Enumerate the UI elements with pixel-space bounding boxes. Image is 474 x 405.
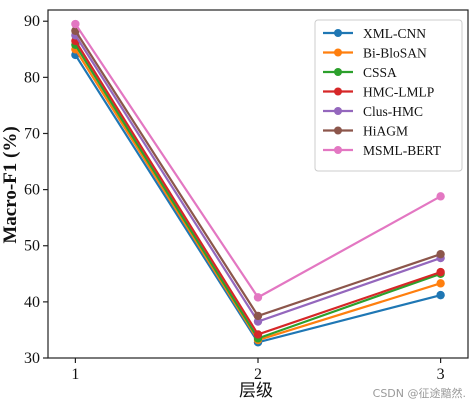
legend-label: MSML-BERT [363, 143, 442, 158]
y-axis-ticks: 30 40 50 60 70 80 90 [24, 13, 48, 367]
legend-marker [334, 68, 342, 76]
data-point-bi-blosan [436, 279, 445, 288]
legend-label: Clus-HMC [363, 104, 423, 119]
x-tick-label: 2 [254, 366, 262, 383]
legend-marker [334, 48, 342, 57]
y-tick-label: 70 [24, 125, 40, 142]
y-tick-label: 80 [24, 69, 40, 86]
watermark-text: CSDN @征途黯然. [372, 387, 466, 400]
legend-marker [334, 107, 342, 115]
data-point-xml-cnn [436, 290, 445, 300]
data-point-msml-bert [71, 19, 80, 29]
legend-marker [334, 146, 342, 154]
legend-box [314, 19, 463, 172]
legend: XML-CNN Bi-BloSAN CSSA HMC-LMLP Clus-HMC HiAG… [314, 19, 463, 172]
legend-marker [334, 126, 342, 135]
legend-label: XML-CNN [363, 26, 426, 41]
legend-marker [334, 87, 342, 96]
data-point-msml-bert [436, 192, 445, 201]
y-tick-label: 90 [24, 13, 40, 30]
y-tick-label: 50 [24, 238, 40, 255]
series-lines [71, 19, 445, 347]
legend-label: Bi-BloSAN [363, 46, 427, 61]
x-tick-label: 1 [71, 366, 79, 383]
legend-label: CSSA [363, 65, 397, 80]
legend-marker [334, 29, 342, 37]
data-point-hiagm [436, 249, 445, 259]
x-axis-ticks: 1 2 3 [71, 358, 445, 383]
x-tick-label: 3 [437, 366, 445, 383]
legend-label: HMC-LMLP [363, 85, 434, 100]
y-tick-label: 40 [24, 294, 40, 311]
data-point-hmc-lmlp [253, 330, 263, 339]
y-axis-label: Macro-F1 (%) [0, 126, 21, 243]
data-point-msml-bert [253, 293, 263, 302]
x-axis-label: 层级 [239, 381, 273, 401]
y-tick-label: 30 [24, 350, 40, 367]
y-tick-label: 60 [24, 182, 40, 199]
data-point-hmc-lmlp [436, 267, 445, 277]
legend-label: HiAGM [363, 124, 408, 139]
data-point-hiagm [253, 311, 263, 321]
